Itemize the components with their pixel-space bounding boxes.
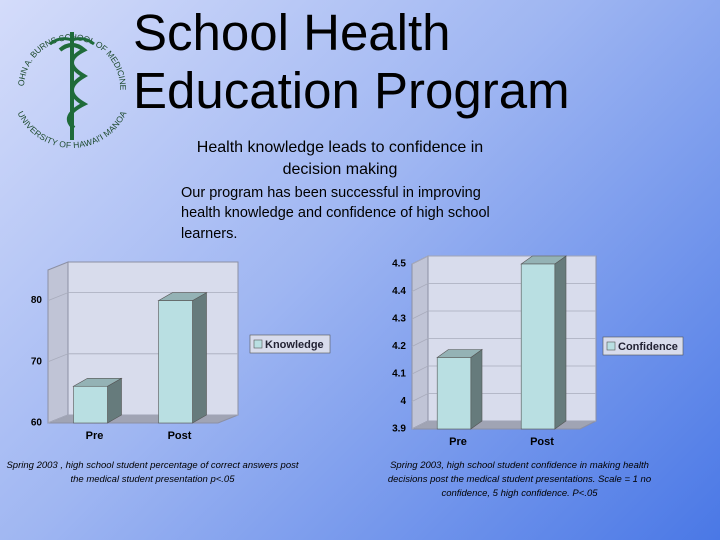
- caption: Spring 2003 , high school student percen…: [6, 460, 299, 485]
- legend-box: [249, 334, 331, 354]
- y-tick-label: 70: [31, 356, 43, 367]
- title: School Health Education Program: [133, 4, 570, 120]
- legend: Knowledge: [249, 334, 331, 354]
- bar: [73, 385, 108, 424]
- bar: [158, 300, 193, 424]
- side-wall: [47, 261, 69, 424]
- y-tick-label: 4.4: [392, 286, 406, 297]
- y-tick-label: 4.2: [392, 341, 406, 352]
- y-tick-label: 60: [31, 418, 43, 429]
- x-tick-label: Pre: [449, 436, 467, 448]
- legend: Confidence: [602, 336, 684, 356]
- y-tick-label: 4.5: [392, 259, 406, 270]
- x-tick-label: Post: [168, 430, 192, 442]
- bar-side: [192, 292, 207, 424]
- chart-confidence: 3.9 4 4.1 4.2 4.3 4.4 4.5 Pre Post Confidence: [392, 255, 684, 448]
- y-tick-label: 4.1: [392, 369, 406, 380]
- bar: [520, 263, 556, 430]
- logo: JOHN A. BURNS SCHOOL OF MEDICINE UNIVERS…: [0, 0, 129, 150]
- caption: Spring 2003, high school student confide…: [387, 460, 652, 499]
- bar: [436, 357, 472, 430]
- x-tick-label: Pre: [86, 430, 104, 442]
- bar-side: [554, 255, 567, 430]
- y-tick-label: 3.9: [392, 424, 406, 435]
- legend-box: [602, 336, 684, 356]
- legend-swatch: [606, 341, 616, 351]
- x-tick-label: Post: [530, 436, 554, 448]
- legend-label: Knowledge: [265, 339, 324, 351]
- logo-snake: [58, 43, 89, 130]
- legend-swatch: [253, 339, 263, 349]
- subtitle: Health knowledge leads to confidence in …: [196, 139, 484, 179]
- y-tick-label: 80: [31, 295, 43, 306]
- logo-wings: [49, 37, 95, 46]
- y-tick-label: 4.3: [392, 314, 406, 325]
- bar-side: [470, 348, 483, 430]
- y-tick-label: 4: [400, 396, 406, 407]
- body-text: Our program has been successful in impro…: [181, 185, 490, 242]
- chart-knowledge: 60 70 80 Pre Post Knowledge: [31, 261, 331, 442]
- legend-label: Confidence: [618, 341, 678, 353]
